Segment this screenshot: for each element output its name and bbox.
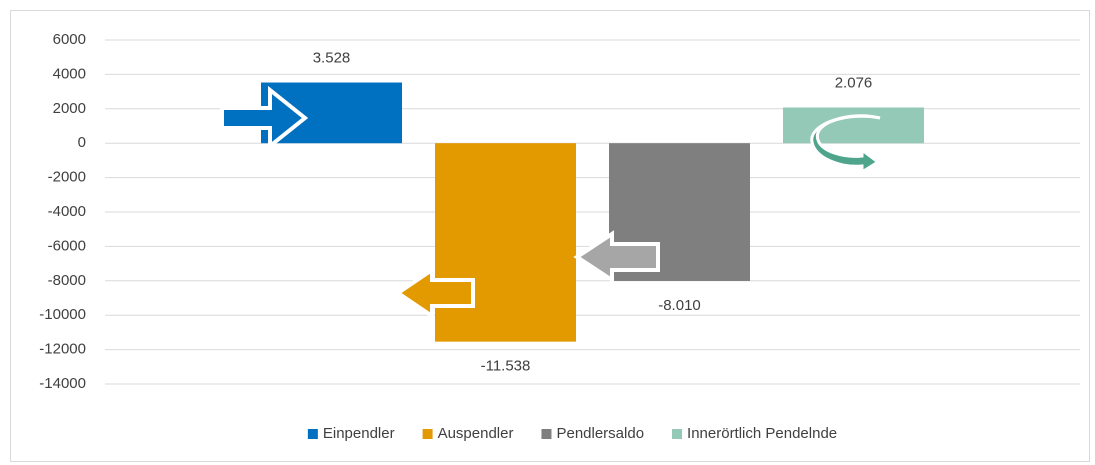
- legend-label: Einpendler: [323, 425, 395, 442]
- y-tick-label: 2000: [53, 100, 86, 117]
- y-tick-label: -8000: [48, 272, 86, 289]
- arrow-in: [220, 85, 309, 151]
- legend-label: Pendlersaldo: [556, 425, 644, 442]
- arrow-loop: [810, 114, 881, 175]
- value-label: -11.538: [481, 358, 531, 375]
- arrow-out: [394, 266, 475, 320]
- y-tick-label: 4000: [53, 65, 86, 82]
- y-tick-label: -4000: [48, 203, 86, 220]
- value-label: -8.010: [658, 297, 701, 314]
- bar: [783, 107, 924, 144]
- y-tick-label: -14000: [39, 375, 86, 392]
- bar: [435, 143, 576, 342]
- value-label: 3.528: [313, 49, 351, 66]
- legend-item: Auspendler: [422, 425, 514, 442]
- y-tick-label: 0: [78, 134, 86, 151]
- value-label: 2.076: [835, 74, 873, 91]
- legend-swatch: [541, 429, 552, 439]
- legend-item: Einpendler: [307, 425, 395, 442]
- legend-label: Innerörtlich Pendelnde: [687, 425, 837, 442]
- y-tick-label: -10000: [39, 306, 86, 323]
- y-tick-label: 6000: [53, 31, 86, 48]
- legend: Einpendler Auspendler Pendlersaldo Innerört…: [307, 425, 837, 442]
- legend-item: Pendlersaldo: [541, 425, 644, 442]
- decorations: [220, 85, 881, 320]
- legend-item: Innerörtlich Pendelnde: [672, 425, 837, 442]
- y-tick-label: -2000: [48, 169, 86, 186]
- legend-label: Auspendler: [438, 425, 514, 442]
- legend-swatch: [672, 429, 683, 439]
- legend-swatch: [307, 429, 318, 439]
- legend-swatch: [422, 429, 433, 439]
- arrow-saldo: [573, 230, 660, 284]
- y-tick-label: -12000: [39, 341, 86, 358]
- bars: 3.528 -11.538 -8.010 2.076: [261, 49, 924, 375]
- y-tick-label: -6000: [48, 237, 86, 254]
